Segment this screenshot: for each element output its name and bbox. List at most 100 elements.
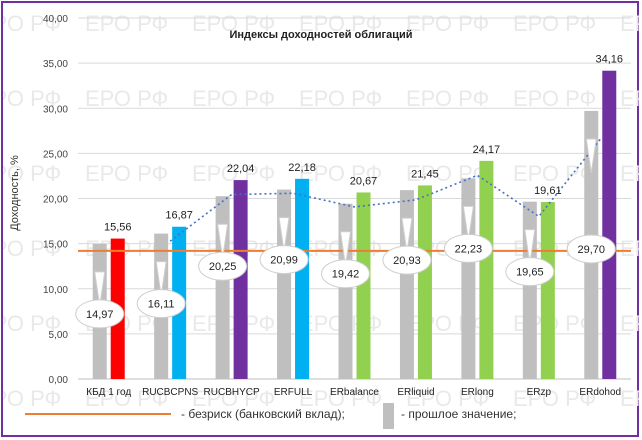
category-label: КБД 1 год <box>86 387 131 398</box>
current-value-label: 15,56 <box>104 222 132 234</box>
y-tick-label: 20,00 <box>43 195 68 206</box>
y-tick-label: 15,00 <box>43 240 68 251</box>
current-bar <box>295 178 310 379</box>
previous-value-label: 22,23 <box>455 243 483 255</box>
category-label: ERliquid <box>397 387 434 398</box>
y-tick-label: 30,00 <box>43 104 68 115</box>
current-value-label: 16,87 <box>165 210 193 222</box>
watermark-text: ЕРО РФ <box>299 86 382 111</box>
watermark-text: ЕРО РФ <box>192 86 275 111</box>
previous-bar <box>399 190 414 379</box>
previous-bar <box>215 196 230 379</box>
watermark-text: ЕРО РФ <box>3 161 61 186</box>
current-value-label: 22,18 <box>288 162 316 174</box>
y-tick-label: 10,00 <box>43 285 68 296</box>
current-value-label: 22,04 <box>227 163 255 175</box>
y-tick-label: 5,00 <box>49 330 69 341</box>
previous-value-label: 29,70 <box>578 244 606 256</box>
watermark-text: ЕРО РФ <box>3 11 61 36</box>
watermark-text: ЕРО РФ <box>299 161 382 186</box>
previous-value-bubble <box>198 251 248 281</box>
lines <box>78 138 631 252</box>
watermark-text: ЕРО РФ <box>192 386 275 411</box>
watermark-text: ЕРО РФ <box>192 11 275 36</box>
y-tick-label: 35,00 <box>43 59 68 70</box>
chart-title: Индексы доходностей облигаций <box>229 29 412 41</box>
watermark-text: ЕРО РФ <box>3 386 61 411</box>
current-value-label: 20,67 <box>350 175 378 187</box>
watermark-text: ЕРО РФ <box>620 311 639 336</box>
category-label: ERdohod <box>579 387 621 398</box>
watermark-text: ЕРО РФ <box>85 86 168 111</box>
previous-value-bubble <box>505 257 555 287</box>
callout-pointer <box>462 205 474 241</box>
category-label: ERbalance <box>330 387 379 398</box>
gridlines: 0,00 5,00 10,00 15,00 20,00 25,00 30,00 35,00 40… <box>43 14 631 386</box>
y-tick-label: 0,00 <box>49 375 69 386</box>
previous-value-label: 20,93 <box>393 255 421 267</box>
callout-pointer <box>155 261 167 296</box>
callout-pointer <box>524 229 536 264</box>
previous-value-label: 19,42 <box>332 269 360 281</box>
current-value-label: 19,61 <box>534 185 562 197</box>
current-bar <box>356 192 371 379</box>
callout-pointer <box>278 217 290 252</box>
bond-yield-chart: ЕРО РФ ЕРО РФ ЕРО РФ ЕРО РФ ЕРО РФ ЕРО РФ ЕРО … <box>3 11 639 429</box>
category-label: ERFULL <box>274 387 313 398</box>
category-label: RUCBHYCP <box>204 387 260 398</box>
watermark-text: ЕРО РФ <box>85 386 168 411</box>
current-value-label: 34,16 <box>596 54 624 66</box>
callout-pointer <box>217 223 229 259</box>
previous-bar <box>277 189 292 379</box>
current-bar <box>602 70 617 380</box>
watermark-text: ЕРО РФ <box>299 386 382 411</box>
current-bar <box>233 180 248 379</box>
previous-value-bubble <box>75 299 125 329</box>
previous-value-bubble <box>566 234 616 264</box>
previous-value-bubble <box>382 245 432 275</box>
legend-riskfree-label: - безриск (банковский вклад); <box>181 407 345 421</box>
previous-value-label: 14,97 <box>86 309 114 321</box>
previous-bar <box>338 203 353 379</box>
callout-pointer <box>339 231 352 266</box>
watermark-text: ЕРО РФ <box>513 386 596 411</box>
previous-value-label: 20,25 <box>209 261 237 273</box>
watermark-text: ЕРО РФ <box>513 86 596 111</box>
watermark-text: ЕРО РФ <box>620 386 639 411</box>
watermark-text: ЕРО РФ <box>513 11 596 36</box>
watermark-text: ЕРО РФ <box>85 161 168 186</box>
previous-value-label: 19,65 <box>516 267 544 279</box>
category-label: ERlong <box>461 387 494 398</box>
callout-pointer <box>94 271 106 306</box>
labels: 15,56 16,87 22,04 22,18 20,67 21,45 24,17 19,61… <box>75 54 624 398</box>
watermark-text: ЕРО РФ <box>406 11 489 36</box>
previous-value-label: 20,99 <box>270 255 298 267</box>
previous-value-bubble <box>443 233 493 263</box>
y-tick-label: 25,00 <box>43 149 68 160</box>
watermark-text: ЕРО РФ <box>620 11 639 36</box>
callout-pointer <box>585 138 597 174</box>
current-value-label: 24,17 <box>473 144 501 156</box>
current-bar <box>540 202 555 379</box>
category-label: RUCBCPNS <box>142 387 198 398</box>
previous-value-bubble <box>321 259 370 289</box>
previous-bar <box>522 201 537 379</box>
legend-previous-label: - прошлое значение; <box>401 407 516 421</box>
watermark-text: ЕРО РФ <box>620 161 639 186</box>
current-bar <box>417 185 432 379</box>
watermark-text: ЕРО РФ <box>85 11 168 36</box>
watermark-text: ЕРО РФ <box>3 311 61 336</box>
y-axis-label: Доходность, % <box>9 155 21 231</box>
watermark-text: ЕРО РФ <box>3 86 61 111</box>
legend-previous-swatch <box>383 403 394 429</box>
previous-value-bubble <box>136 289 186 319</box>
watermark-text: ЕРО РФ <box>513 161 596 186</box>
watermark-text: ЕРО РФ <box>299 11 382 36</box>
y-tick-label: 40,00 <box>43 14 68 25</box>
current-value-label: 21,45 <box>411 168 439 180</box>
watermark-text: ЕРО РФ <box>406 86 489 111</box>
watermark-text: ЕРО РФ <box>620 236 639 261</box>
current-bar <box>479 160 494 379</box>
category-label: ERzp <box>527 387 552 398</box>
